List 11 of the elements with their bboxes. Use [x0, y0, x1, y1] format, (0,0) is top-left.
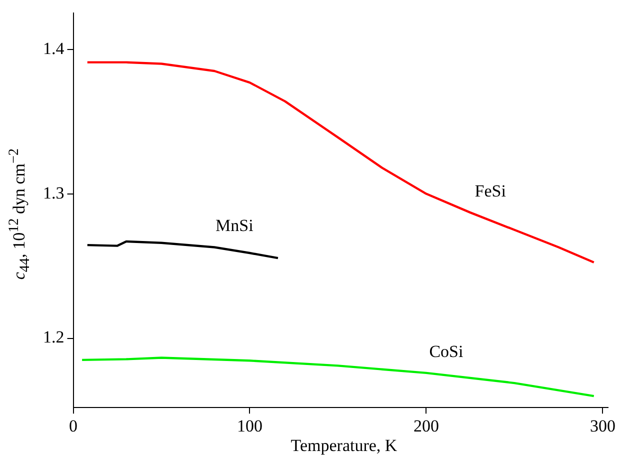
series-label: MnSi	[216, 216, 254, 236]
y-tick-label: 1.2	[43, 328, 64, 347]
y-tick-label: 1.4	[43, 38, 65, 58]
series-label: FeSi	[474, 182, 506, 201]
x-axis-title: Temperature, K	[290, 436, 398, 456]
series-label: CoSi	[429, 342, 464, 361]
x-tick-label: 200	[413, 416, 439, 436]
x-tick-label: 0	[69, 416, 78, 436]
y-tick-label: 1.3	[43, 183, 64, 202]
x-tick-label: 100	[236, 416, 262, 436]
x-tick-label: 300	[590, 416, 616, 436]
